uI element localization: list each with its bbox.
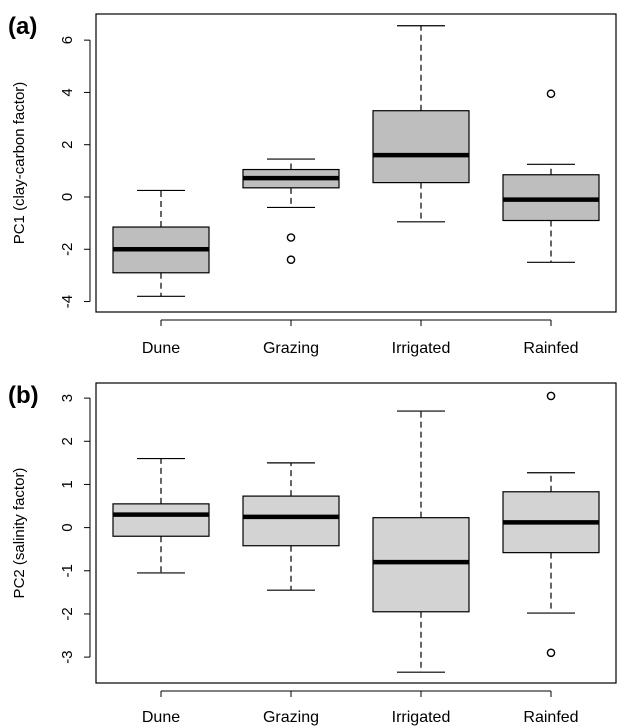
y-tick-label: 6 (59, 36, 76, 44)
box-rainfed (502, 89, 600, 263)
iqr-box (372, 110, 470, 184)
x-category-label: Grazing (263, 340, 319, 357)
box-irrigated (372, 410, 470, 673)
x-category-label: Irrigated (392, 709, 451, 726)
box-grazing (242, 462, 340, 591)
y-axis-title: PC1 (clay-carbon factor) (11, 82, 28, 245)
y-tick-label: -3 (59, 650, 76, 663)
outlier-point (286, 255, 296, 265)
y-tick-label: 4 (59, 88, 76, 96)
y-tick-label: 2 (59, 141, 76, 149)
box-grazing (242, 158, 340, 265)
x-category-label: Irrigated (392, 340, 451, 357)
box-dune (112, 189, 210, 297)
y-tick-label: -1 (59, 564, 76, 577)
plot-frame (95, 382, 617, 684)
x-category-label: Rainfed (523, 709, 578, 726)
y-tick-label: -4 (59, 295, 76, 308)
outlier-point (546, 391, 556, 401)
panel-b: (b) -3 -2 -1 0 1 2 3 PC2 (salinity factor) Dune Gr… (8, 382, 617, 726)
x-category-label: Dune (142, 709, 180, 726)
outlier-point (286, 233, 296, 242)
panel-label: (a) (8, 13, 37, 40)
box-irrigated (372, 25, 470, 223)
y-tick-label: 2 (59, 437, 76, 445)
y-tick-label: -2 (59, 243, 76, 256)
outlier-point (546, 648, 556, 658)
y-tick-label: -2 (59, 607, 76, 620)
y-tick-label: 3 (59, 394, 76, 402)
y-axis-title: PC2 (salinity factor) (11, 468, 28, 599)
iqr-box (372, 517, 470, 613)
x-category-label: Grazing (263, 709, 319, 726)
plot-frame (95, 13, 617, 313)
panel-label: (b) (8, 382, 39, 409)
iqr-box (112, 503, 210, 537)
outlier-point (546, 89, 556, 99)
y-tick-label: 0 (59, 193, 76, 201)
x-category-label: Rainfed (523, 340, 578, 357)
box-dune (112, 457, 210, 574)
x-category-label: Dune (142, 340, 180, 357)
y-tick-label: 1 (59, 480, 76, 488)
iqr-box (242, 495, 340, 547)
box-rainfed (502, 391, 600, 658)
y-tick-label: 0 (59, 523, 76, 531)
panel-a: (a) -4 -2 0 2 4 6 PC1 (clay-carbon factor) Dune G… (8, 13, 617, 357)
